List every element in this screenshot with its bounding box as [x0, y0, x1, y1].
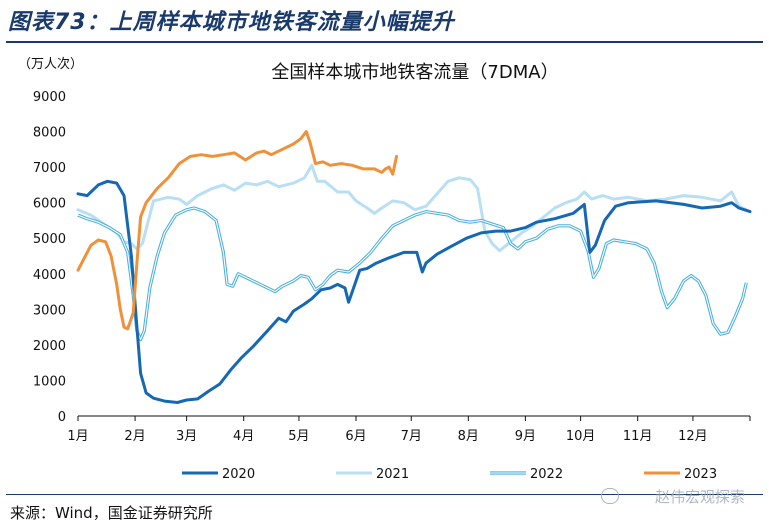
x-tick-label: 11月 [623, 429, 653, 444]
y-tick-label: 7000 [33, 161, 66, 176]
chart-title: 全国样本城市地铁客流量（7DMA） [271, 62, 558, 83]
x-tick-label: 5月 [288, 429, 309, 444]
legend: 2020 2021 2022 2023 [182, 467, 717, 482]
axes: 0 1000 2000 3000 4000 5000 6000 7000 8000 9000 1月 2… [33, 90, 751, 444]
x-tick-label: 2月 [124, 429, 145, 444]
series-line-2022-inner [77, 207, 747, 341]
series-line-2023 [76, 130, 398, 331]
source-note: 来源：Wind，国金证券研究所 [10, 504, 213, 522]
x-tick-label: 6月 [345, 429, 366, 444]
x-tick-label: 12月 [678, 429, 708, 444]
x-tick-label: 3月 [176, 429, 197, 444]
legend-label-2023: 2023 [684, 467, 717, 482]
wechat-logo-icon [601, 488, 619, 504]
legend-label-2022: 2022 [530, 467, 563, 482]
x-tick-label: 1月 [67, 429, 88, 444]
x-tick-label: 7月 [401, 429, 422, 444]
footer-rule [6, 494, 763, 495]
x-tick-label: 4月 [233, 429, 254, 444]
series-line-2020 [76, 179, 752, 404]
series-line-2022 [77, 206, 748, 342]
legend-label-2020: 2020 [222, 467, 255, 482]
y-tick-label: 9000 [33, 90, 66, 105]
y-tick-label: 2000 [33, 339, 66, 354]
y-tick-label: 3000 [33, 303, 66, 318]
y-tick-label: 0 [58, 410, 66, 425]
x-tick-label: 10月 [566, 429, 596, 444]
title-rule [6, 41, 763, 43]
y-tick-label: 1000 [33, 374, 66, 389]
watermark: 赵伟宏观探索 [654, 488, 745, 506]
series-layer [76, 130, 752, 404]
legend-label-2021: 2021 [376, 467, 409, 482]
x-tick-label: 8月 [458, 429, 479, 444]
series-line-2021 [76, 163, 748, 253]
figure-title: 图表73：上周样本城市地铁客流量小幅提升 [8, 10, 455, 35]
y-axis-unit: （万人次） [18, 56, 83, 72]
y-tick-label: 5000 [33, 232, 66, 247]
y-tick-label: 6000 [33, 197, 66, 212]
y-tick-label: 8000 [33, 126, 66, 141]
x-tick-label: 9月 [515, 429, 536, 444]
y-tick-label: 4000 [33, 268, 66, 283]
